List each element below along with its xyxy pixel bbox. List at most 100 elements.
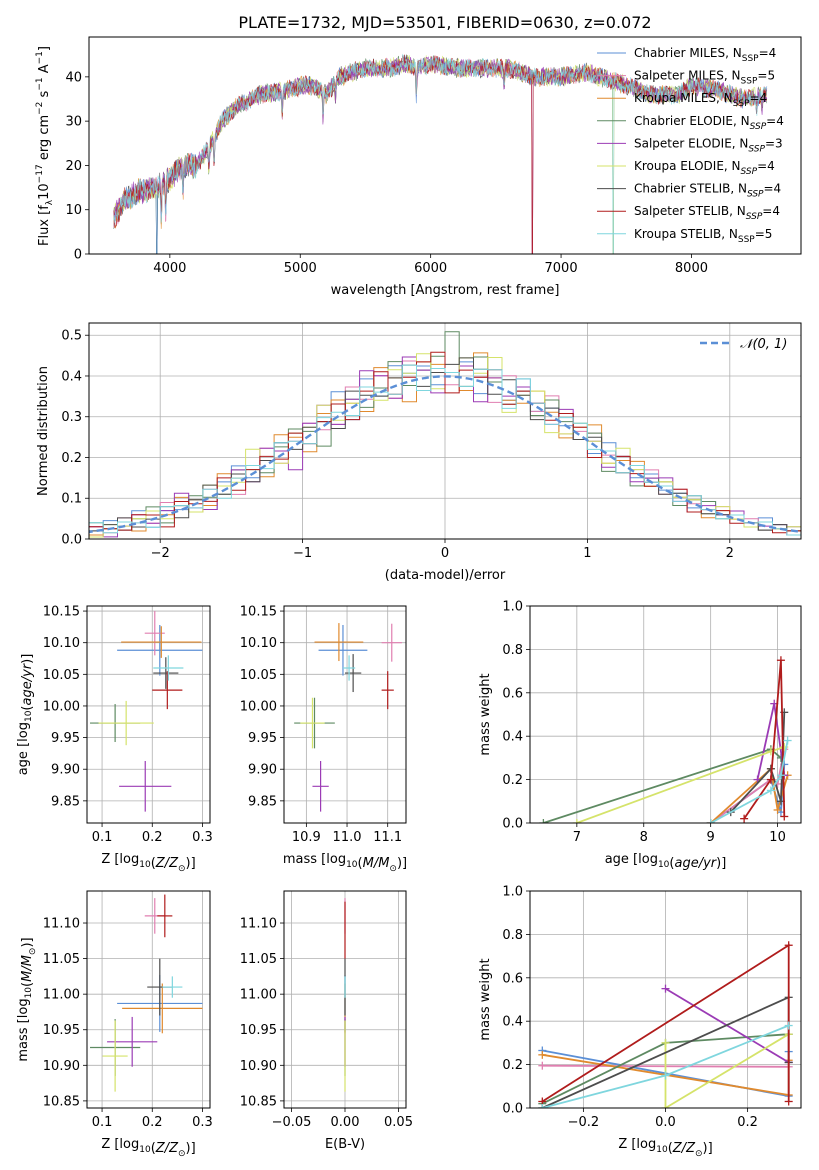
y-tick-label: 30 [65, 115, 82, 130]
normal-reference-curve [89, 375, 801, 534]
x-tick-label: −2 [151, 546, 170, 561]
y-tick-label: 11.00 [43, 988, 80, 1003]
x-tick-label: 1 [583, 546, 591, 561]
x-axis-label: age [log10(age/yr)] [605, 852, 727, 871]
label-fragment: Chabrier STELIB, N [634, 182, 747, 196]
y-tick-label: 0.4 [502, 730, 523, 745]
label-fragment: )] [20, 654, 35, 664]
label-fragment: −17 [35, 164, 45, 183]
label-fragment: SSP [748, 144, 765, 154]
y-tick-label: 10 [65, 203, 82, 218]
axes-border [283, 605, 407, 824]
axes-frame: −0.2 0.0 0.2 0.0 0.2 0.4 0.6 0.8 1.0 Z [log10(Z/Z… [478, 885, 802, 1159]
label-fragment: ⊙ [389, 864, 397, 874]
label-fragment: Kroupa STELIB, N [634, 227, 738, 241]
y-tick-label: 0.0 [502, 1102, 523, 1117]
label-fragment: 10 [24, 987, 34, 999]
axes-border [86, 890, 211, 1109]
y-axis-label: mass weight [478, 958, 493, 1040]
axes-frame: −2 −1 0 1 2 0.0 0.1 0.2 0.3 0.4 0.5 𝒩(0, 1) (data-mo… [36, 322, 802, 583]
y-tick-label: 0.4 [61, 369, 82, 384]
label-fragment: )] [20, 937, 35, 947]
histogram-series [89, 364, 801, 539]
label-fragment: =4 [762, 204, 780, 218]
y-tick-label: 10.85 [43, 1094, 80, 1109]
mass_vs_Z-axes: 0.1 0.2 0.3 10.85 10.90 10.95 11.00 11.05 11.10 Z… [16, 890, 213, 1159]
y-tick-label: 11.05 [43, 952, 80, 967]
y-tick-label: 1.0 [502, 885, 523, 900]
age_vs_mass-axes: 10.9 11.0 11.1 9.85 9.90 9.95 10.00 10.05 10.10 1… [240, 605, 407, 874]
plot-content [538, 941, 793, 1108]
y-tick-label: 0.2 [502, 773, 523, 788]
x-tick-label: 5000 [284, 261, 317, 276]
label-fragment: 10 [24, 710, 34, 722]
y-axis-label: Normed distribution [36, 366, 51, 496]
y-tick-label: 40 [65, 70, 82, 85]
y-tick-label: 9.90 [51, 763, 80, 778]
x-tick-label: −0.05 [272, 1115, 312, 1130]
x-tick-label: 0.3 [192, 1115, 213, 1130]
y-tick-label: 11.10 [43, 917, 80, 932]
x-tick-label: 0.3 [192, 830, 213, 845]
y-tick-label: 9.95 [51, 731, 80, 746]
x-tick-label: 0.2 [142, 830, 163, 845]
y-tick-label: 10.10 [240, 636, 277, 651]
x-axis-label: E(B-V) [325, 1137, 365, 1152]
y-tick-label: 10.05 [240, 668, 277, 683]
label-fragment: Z/Z [155, 856, 179, 871]
label-fragment: Kroupa ELODIE, N [634, 159, 741, 173]
label-fragment: SSP [733, 99, 750, 109]
label-fragment: SSP [742, 54, 759, 64]
label-fragment: Z [log [618, 1137, 656, 1152]
x-tick-label: 0.1 [92, 1115, 113, 1130]
axes-border [86, 605, 211, 824]
mass_vs_ebv-axes: −0.05 0.00 0.05 10.85 10.90 10.95 11.00 11.05 11… [240, 890, 413, 1152]
y-tick-label: 10.00 [240, 699, 277, 714]
label-fragment: 10 [656, 1145, 668, 1155]
y-tick-label: 10.95 [240, 1023, 277, 1038]
y-tick-label: 0.1 [61, 492, 82, 507]
label-fragment: Z [log [101, 1137, 139, 1152]
legend-entry-label: Chabrier ELODIE, NSSP=4 [634, 114, 784, 132]
label-fragment: −2 [35, 102, 45, 115]
y-tick-label: 9.90 [248, 763, 277, 778]
x-tick-label: 11.0 [333, 830, 362, 845]
label-fragment: )] [716, 856, 726, 871]
label-fragment: =4 [759, 46, 777, 60]
y-tick-label: 0.8 [502, 928, 523, 943]
label-fragment: M/M [20, 955, 35, 982]
figure-title: PLATE=1732, MJD=53501, FIBERID=0630, z=0… [238, 13, 651, 32]
x-tick-label: 8 [640, 830, 648, 845]
y-tick-label: 0 [74, 248, 82, 263]
label-fragment: −1 [35, 77, 45, 90]
label-fragment: =4 [757, 159, 775, 173]
plot-area [87, 606, 210, 823]
label-fragment: Salpeter STELIB, N [634, 204, 746, 218]
legend-entry-label: Kroupa ELODIE, NSSP=4 [634, 159, 775, 177]
label-fragment: SSP [741, 77, 758, 87]
x-tick-label: 0.2 [737, 1115, 758, 1130]
label-fragment: ] [37, 46, 52, 51]
label-fragment: ( [358, 856, 363, 871]
label-fragment: 10 [139, 1145, 151, 1155]
label-fragment: )] [397, 856, 407, 871]
label-fragment: Chabrier MILES, N [634, 46, 742, 60]
plot-content [89, 331, 801, 539]
x-tick-label: 0.1 [92, 830, 113, 845]
x-axis-label: Z [log10(Z/Z⊙)] [618, 1137, 712, 1159]
axes-frame: 4000 5000 6000 7000 8000 0 10 20 30 40 wavelength … [35, 36, 802, 298]
y-tick-label: 10.05 [43, 668, 80, 683]
label-fragment: 10 [658, 860, 670, 870]
label-fragment: s [37, 90, 52, 101]
axes-border [88, 36, 802, 255]
axes-frame: −0.05 0.00 0.05 10.85 10.90 10.95 11.00 11.05 11… [240, 890, 413, 1152]
label-fragment: Flux [f [37, 205, 52, 246]
y-tick-label: 0.3 [61, 410, 82, 425]
label-fragment: =3 [765, 136, 783, 150]
label-fragment: A [37, 64, 52, 77]
label-fragment: )] [703, 1141, 713, 1156]
plot-area [530, 606, 801, 823]
y-tick-label: 0.4 [502, 1015, 523, 1030]
